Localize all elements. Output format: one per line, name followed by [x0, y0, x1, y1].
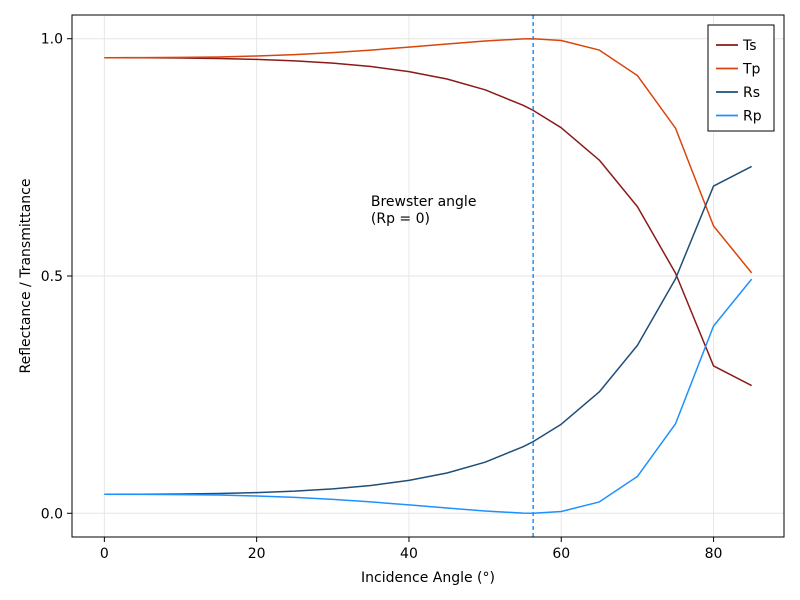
x-tick-label: 80: [705, 546, 723, 562]
x-tick-label: 40: [400, 546, 418, 562]
annotation-line-2: (Rp = 0): [371, 211, 430, 227]
series-line-rp: [104, 278, 753, 515]
series-line-tp: [104, 37, 753, 274]
legend-label-ts: Ts: [742, 38, 757, 54]
y-tick-label: 0.0: [41, 506, 63, 522]
y-axis-label: Reflectance / Transmittance: [18, 179, 34, 374]
series-line-ts: [104, 56, 752, 387]
x-tick-label: 0: [100, 546, 109, 562]
y-tick-label: 0.5: [41, 269, 63, 285]
plot-lines: [104, 15, 753, 537]
axis-ticks: 0 20 40 60 80 0.0 0.5 1.0: [41, 32, 723, 562]
x-tick-label: 60: [552, 546, 570, 562]
series-line-rs: [104, 165, 752, 496]
legend-label-rp: Rp: [743, 109, 762, 125]
x-tick-label: 20: [248, 546, 266, 562]
y-tick-label: 1.0: [41, 32, 63, 48]
legend-label-rs: Rs: [743, 85, 760, 101]
x-axis-label: Incidence Angle (°): [361, 570, 495, 586]
legend: Ts Tp Rs Rp: [707, 24, 775, 132]
legend-box: [707, 24, 775, 132]
legend-label-tp: Tp: [742, 62, 761, 78]
annotation-line-1: Brewster angle: [371, 194, 477, 210]
